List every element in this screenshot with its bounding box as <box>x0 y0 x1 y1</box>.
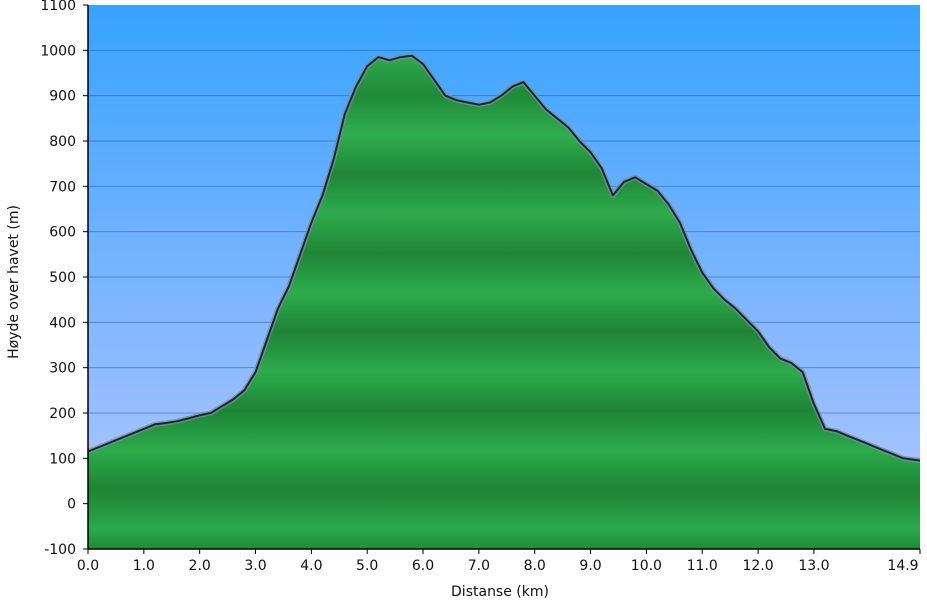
y-tick-label: 200 <box>49 406 76 422</box>
x-tick-label: 6.0 <box>412 558 434 574</box>
y-tick-label: 400 <box>49 315 76 331</box>
y-tick-label: 300 <box>49 361 76 377</box>
x-tick-label: 8.0 <box>524 558 546 574</box>
elevation-line <box>87 54 921 462</box>
x-tick-label: 3.0 <box>244 558 266 574</box>
x-tick-label: 12.0 <box>742 558 773 574</box>
axes: -100 0 100 200 300 400 500 600 700 800 900 1000 1100… <box>40 0 921 574</box>
x-tick-label: 0.0 <box>77 558 99 574</box>
x-tick-label: 11.0 <box>687 558 718 574</box>
y-tick-label: 1100 <box>40 0 76 14</box>
x-tick-label: 9.0 <box>579 558 601 574</box>
x-tick-label: 14.9 <box>887 558 918 574</box>
x-tick-label: 13.0 <box>798 558 829 574</box>
y-tick-label: -100 <box>44 542 76 558</box>
elevation-area <box>88 55 920 550</box>
x-tick-label: 10.0 <box>631 558 662 574</box>
x-tick-label: 2.0 <box>189 558 211 574</box>
y-tick-label: 600 <box>49 225 76 241</box>
x-tick-label: 5.0 <box>356 558 378 574</box>
y-tick-label: 500 <box>49 270 76 286</box>
y-tick-label: 100 <box>49 451 76 467</box>
x-axis-title: Distanse (km) <box>451 584 549 600</box>
y-tick-label: 800 <box>49 134 76 150</box>
y-tick-label: 1000 <box>40 43 76 59</box>
y-tick-label: 0 <box>67 497 76 513</box>
y-tick-label: 900 <box>49 89 76 105</box>
x-tick-label: 1.0 <box>133 558 155 574</box>
x-tick-label: 7.0 <box>468 558 490 574</box>
x-tick-label: 4.0 <box>300 558 322 574</box>
y-axis-title: Høyde over havet (m) <box>6 205 22 359</box>
y-tick-label: 700 <box>49 179 76 195</box>
